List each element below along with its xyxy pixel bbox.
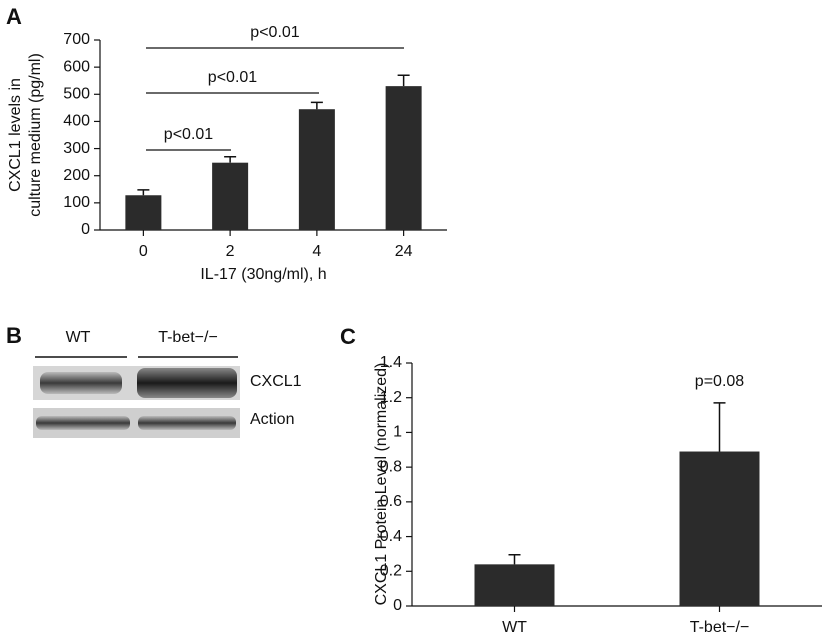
annotation: p=0.08 — [695, 373, 744, 390]
annotation: p<0.01 — [208, 69, 257, 86]
y-tick-label: 700 — [63, 31, 90, 48]
blot-band — [40, 372, 122, 394]
annotation: p<0.01 — [164, 126, 213, 143]
y-tick-label: 600 — [63, 58, 90, 75]
y-tick-label: 1.4 — [380, 354, 402, 371]
x-tick-label: 0 — [139, 243, 148, 260]
band-label: CXCL1 — [250, 373, 302, 390]
y-tick-label: 0.8 — [380, 458, 402, 475]
panel-letter: A — [6, 4, 22, 29]
x-tick-label: WT — [502, 619, 527, 636]
error-bar — [713, 402, 726, 452]
y-tick-label: 300 — [63, 140, 90, 157]
error-bar — [224, 155, 237, 163]
bar — [125, 195, 162, 230]
bar — [679, 451, 760, 606]
blot-band — [138, 416, 236, 430]
y-tick-label: 0 — [81, 221, 90, 238]
error-bar — [137, 189, 150, 196]
bar — [474, 564, 555, 606]
lane-label: T-bet−/− — [158, 329, 218, 346]
error-bar — [397, 74, 410, 87]
y-tick-label: 100 — [63, 194, 90, 211]
bar — [298, 109, 335, 230]
band-label: Action — [250, 411, 294, 428]
y-axis-label: CXCL1 levels in — [7, 78, 24, 192]
bar — [212, 162, 249, 230]
y-axis-label: culture medium (pg/ml) — [27, 53, 44, 217]
y-tick-label: 400 — [63, 113, 90, 130]
x-tick-label: T-bet−/− — [690, 619, 750, 636]
blot-band — [137, 368, 237, 398]
x-tick-label: 2 — [226, 243, 235, 260]
x-tick-label: 4 — [312, 243, 321, 260]
y-tick-label: 1 — [393, 424, 402, 441]
x-axis-label: IL-17 (30ng/ml), h — [200, 266, 326, 283]
panel-letter: B — [6, 323, 22, 348]
panel-letter: C — [340, 324, 356, 349]
y-tick-label: 0 — [393, 597, 402, 614]
y-tick-label: 1.2 — [380, 389, 402, 406]
y-tick-label: 500 — [63, 86, 90, 103]
lane-label: WT — [66, 329, 91, 346]
y-axis-label: CXCL1 Protein Level (normalized) — [373, 363, 390, 606]
y-tick-label: 0.6 — [380, 493, 402, 510]
y-tick-label: 0.2 — [380, 563, 402, 580]
blot-band — [36, 416, 130, 430]
error-bar — [310, 101, 323, 110]
y-tick-label: 0.4 — [380, 528, 402, 545]
y-tick-label: 200 — [63, 167, 90, 184]
error-bar — [508, 554, 521, 565]
annotation: p<0.01 — [250, 24, 299, 41]
bar — [385, 86, 422, 231]
x-tick-label: 24 — [395, 243, 413, 260]
